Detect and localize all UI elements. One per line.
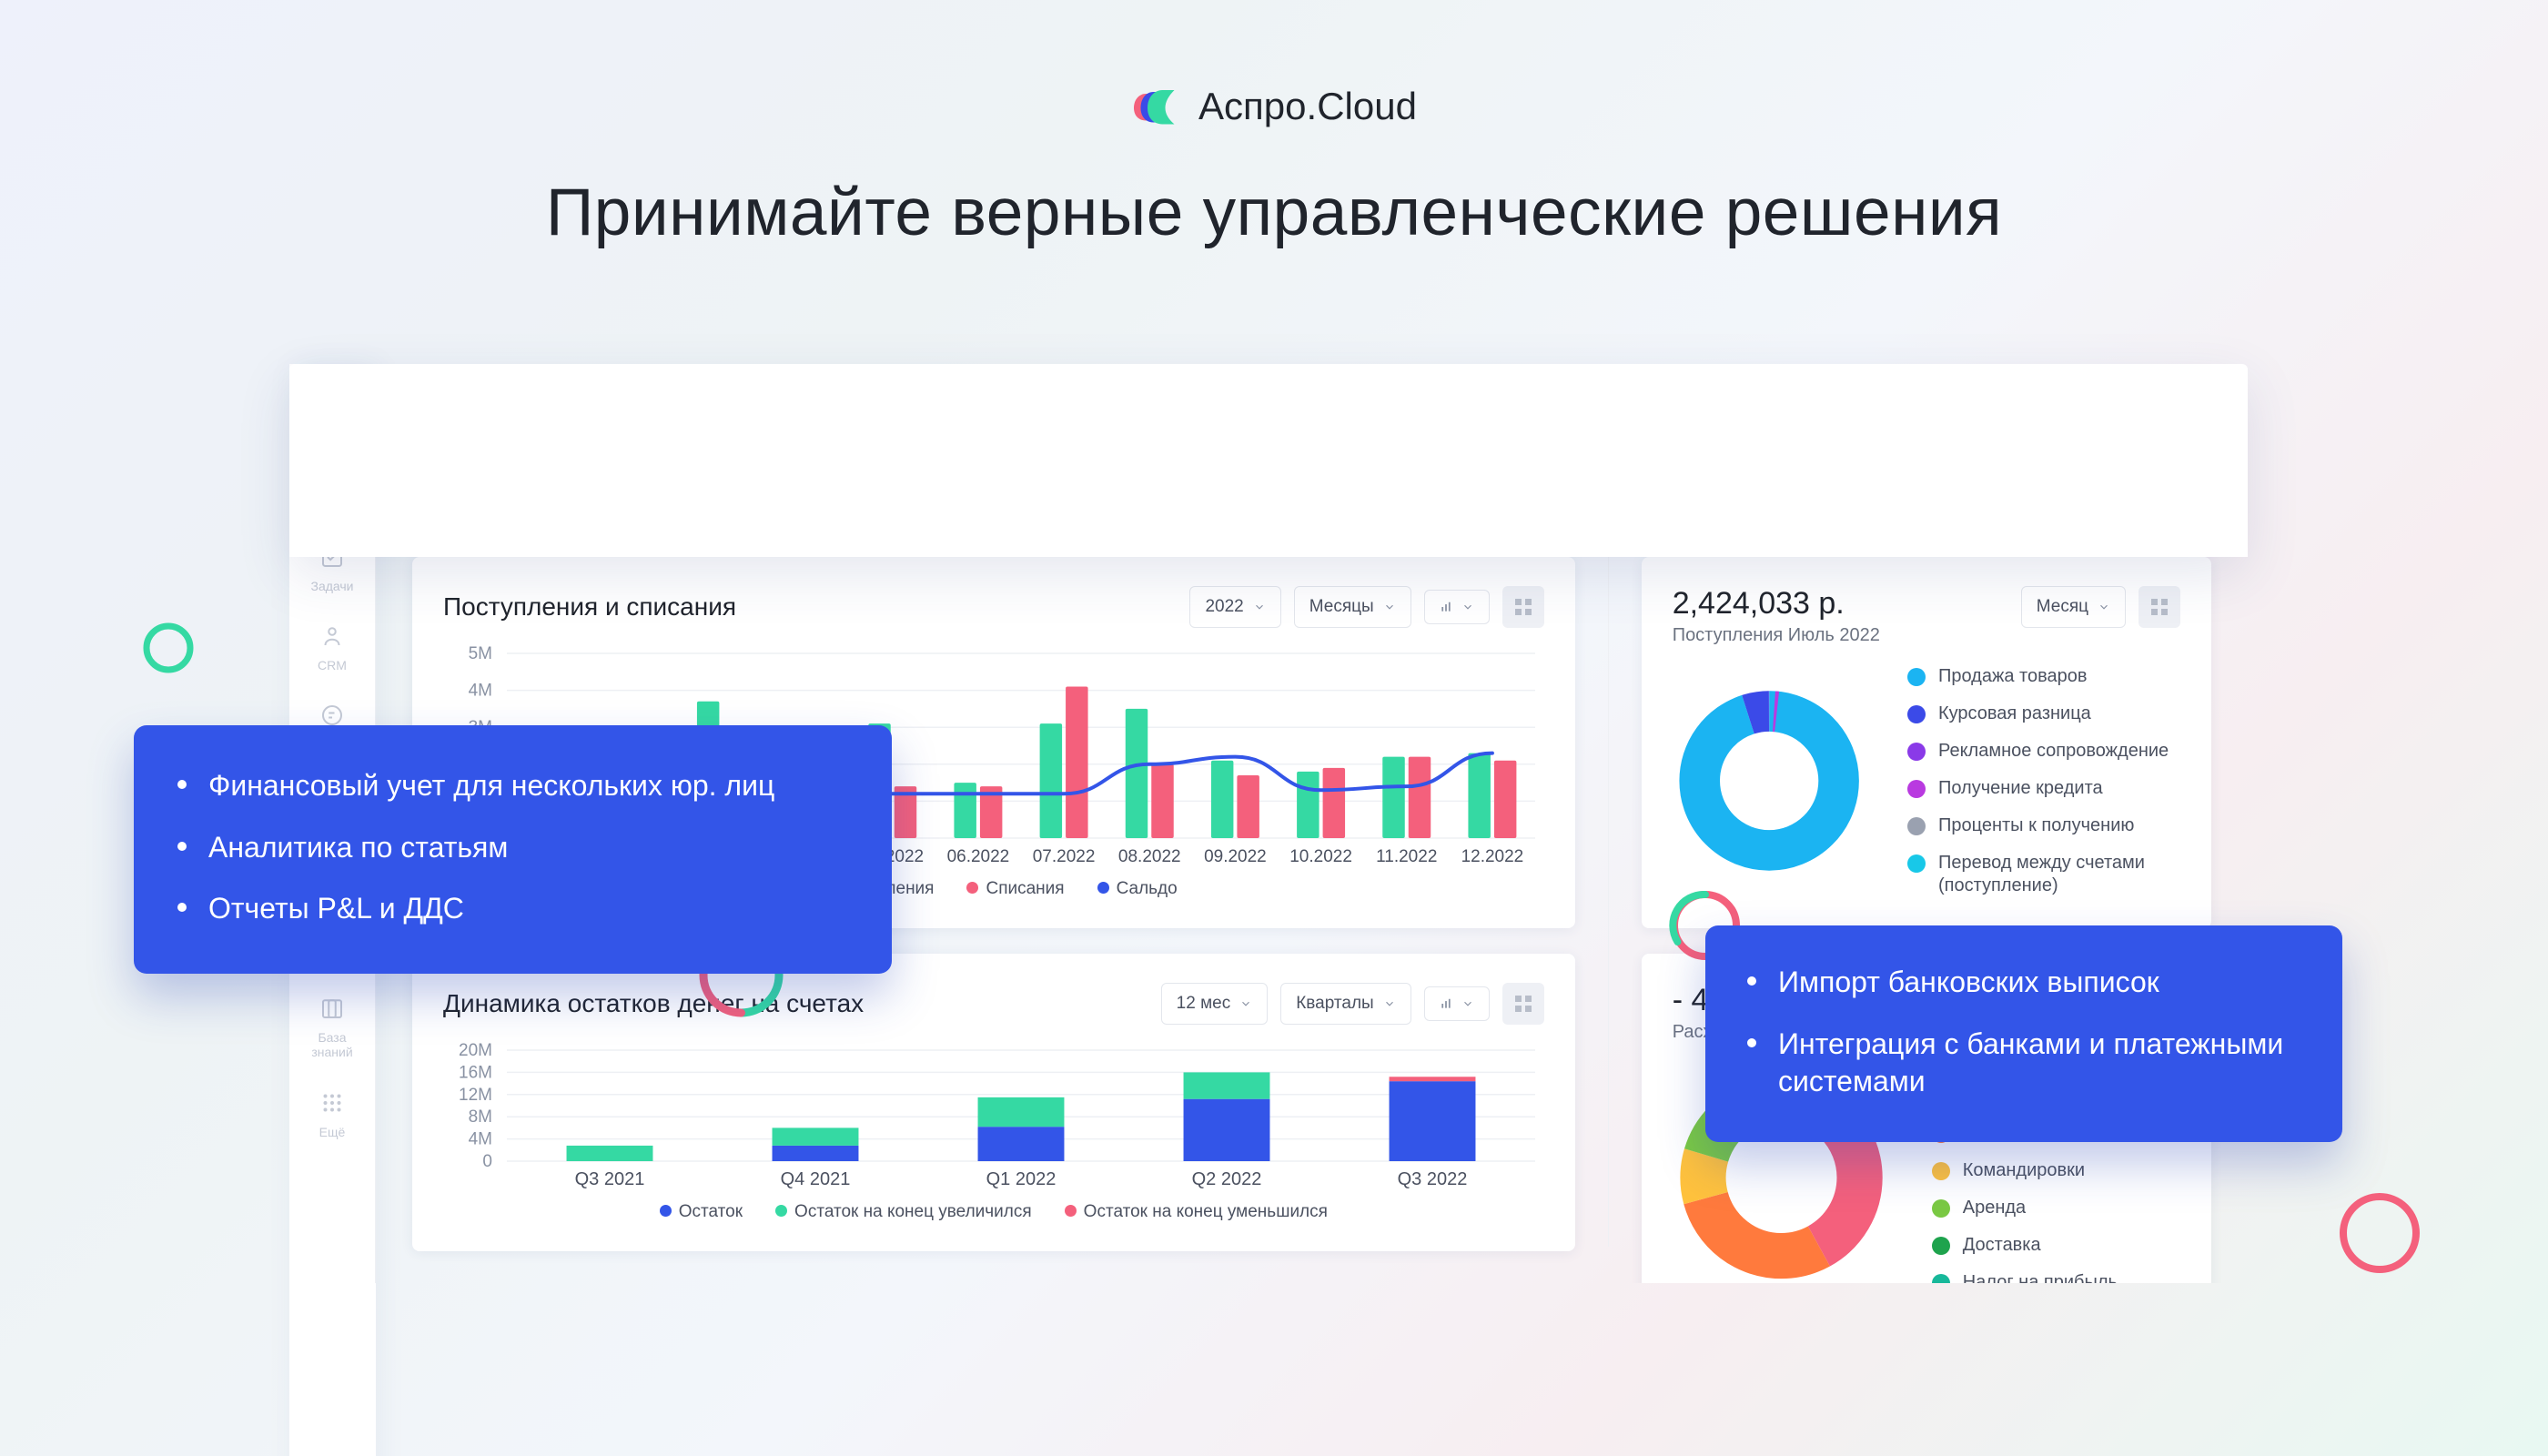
svg-text:Q3 2021: Q3 2021 — [575, 1169, 645, 1189]
svg-text:07.2022: 07.2022 — [1033, 847, 1096, 866]
svg-text:12.2022: 12.2022 — [1461, 847, 1524, 866]
svg-text:Q3 2022: Q3 2022 — [1398, 1169, 1468, 1189]
svg-text:20M: 20M — [459, 1041, 492, 1060]
svg-text:09.2022: 09.2022 — [1204, 847, 1267, 866]
svg-text:8M: 8M — [469, 1107, 492, 1127]
svg-text:12M: 12M — [459, 1086, 492, 1105]
svg-text:Q1 2022: Q1 2022 — [986, 1169, 1057, 1189]
svg-text:4M: 4M — [469, 1130, 492, 1149]
svg-text:06.2022: 06.2022 — [947, 847, 1010, 866]
svg-text:16M: 16M — [459, 1063, 492, 1082]
svg-text:11.2022: 11.2022 — [1376, 847, 1437, 866]
svg-text:0: 0 — [482, 1152, 492, 1171]
svg-text:4M: 4M — [469, 682, 492, 701]
svg-text:Q2 2022: Q2 2022 — [1192, 1169, 1262, 1189]
svg-text:Q4 2021: Q4 2021 — [781, 1169, 851, 1189]
svg-text:10.2022: 10.2022 — [1289, 847, 1352, 866]
svg-text:5M: 5M — [469, 644, 492, 663]
svg-text:08.2022: 08.2022 — [1118, 847, 1181, 866]
